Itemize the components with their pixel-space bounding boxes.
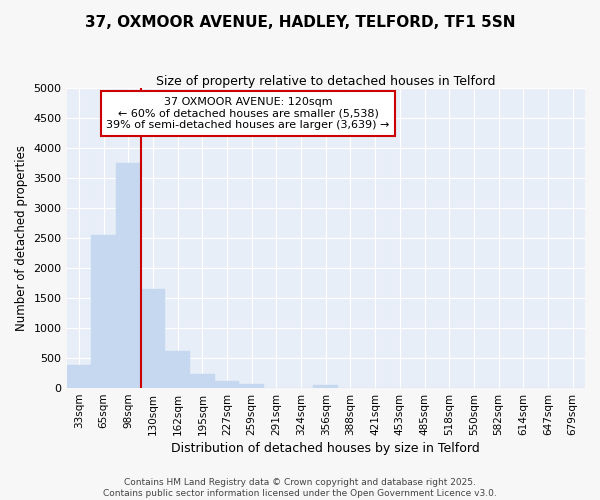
Title: Size of property relative to detached houses in Telford: Size of property relative to detached ho… bbox=[156, 75, 496, 88]
Text: 37, OXMOOR AVENUE, HADLEY, TELFORD, TF1 5SN: 37, OXMOOR AVENUE, HADLEY, TELFORD, TF1 … bbox=[85, 15, 515, 30]
Y-axis label: Number of detached properties: Number of detached properties bbox=[15, 145, 28, 331]
Bar bbox=[165, 351, 190, 388]
Text: Contains HM Land Registry data © Crown copyright and database right 2025.
Contai: Contains HM Land Registry data © Crown c… bbox=[103, 478, 497, 498]
Bar bbox=[91, 235, 116, 388]
Bar bbox=[313, 385, 338, 388]
Text: 37 OXMOOR AVENUE: 120sqm
← 60% of detached houses are smaller (5,538)
39% of sem: 37 OXMOOR AVENUE: 120sqm ← 60% of detach… bbox=[106, 97, 389, 130]
Bar bbox=[67, 366, 91, 388]
X-axis label: Distribution of detached houses by size in Telford: Distribution of detached houses by size … bbox=[172, 442, 480, 455]
Bar bbox=[116, 163, 140, 388]
Bar bbox=[239, 384, 264, 388]
Bar bbox=[140, 289, 165, 388]
Bar bbox=[215, 381, 239, 388]
Bar bbox=[190, 374, 215, 388]
